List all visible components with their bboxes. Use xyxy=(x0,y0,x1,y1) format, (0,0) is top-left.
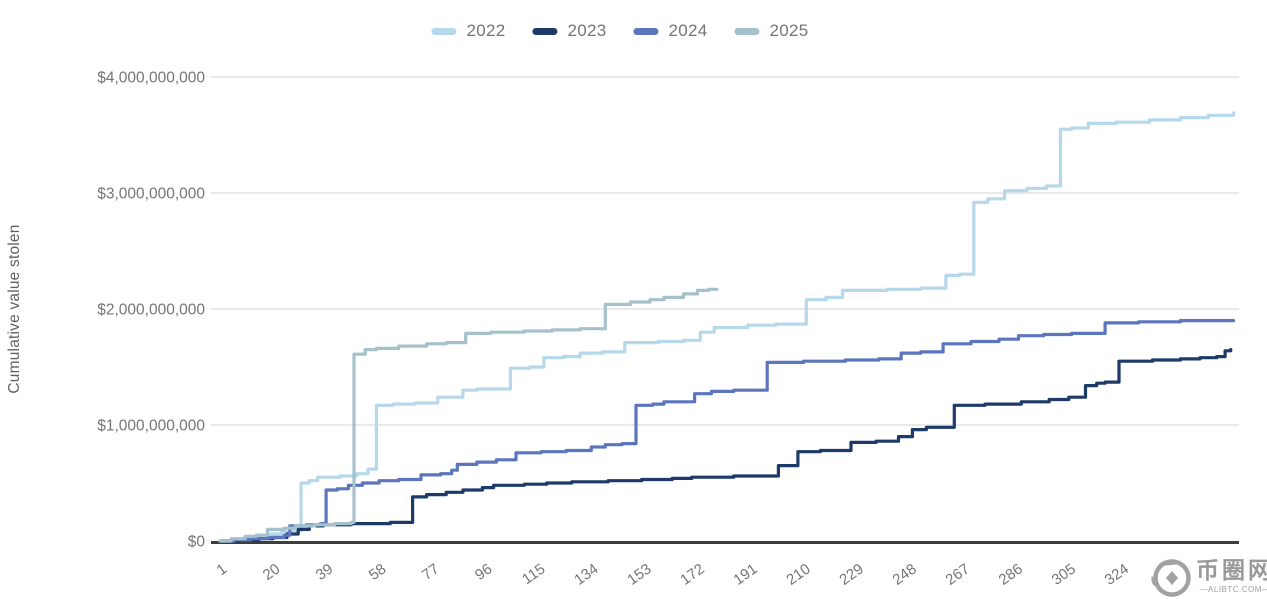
x-tick-label: 115 xyxy=(519,560,548,588)
x-tick-label: 324 xyxy=(1102,560,1132,588)
legend-item-2022: 2022 xyxy=(431,21,505,41)
x-tick-label: 77 xyxy=(419,560,442,583)
x-tick-label: 134 xyxy=(571,560,601,588)
series-lines xyxy=(218,111,1236,543)
legend-item-2025: 2025 xyxy=(734,21,809,41)
legend-swatch-2025 xyxy=(734,27,760,35)
x-axis-labels: 1 20 39 58 77 96 115 134 153 172 191 210 229 248 267 28… xyxy=(214,560,1238,588)
y-axis-title: Cumulative value stolen xyxy=(6,224,23,394)
y-tick-label: $2,000,000,000 xyxy=(97,302,205,319)
x-tick-label: 229 xyxy=(836,560,866,588)
legend-swatch-2024 xyxy=(633,27,659,35)
x-tick-label: 286 xyxy=(996,560,1026,588)
legend-label-2025: 2025 xyxy=(769,21,809,40)
x-tick-label: 172 xyxy=(677,560,707,588)
y-tick-label: $3,000,000,000 xyxy=(97,186,205,203)
y-tick-label: $0 xyxy=(188,534,206,551)
x-tick-label: 153 xyxy=(624,560,654,588)
y-axis-labels: $0 $1,000,000,000 $2,000,000,000 $3,000,000… xyxy=(97,70,205,551)
legend: 2022 2023 2024 2025 xyxy=(431,21,808,41)
x-tick-label: 58 xyxy=(366,560,389,583)
x-tick-label: 305 xyxy=(1049,560,1079,588)
series-line-2022 xyxy=(218,111,1236,543)
legend-label-2024: 2024 xyxy=(668,21,708,40)
x-tick-label: 191 xyxy=(730,560,760,588)
legend-swatch-2022 xyxy=(431,27,457,35)
watermark: 币圈网 —ALIBTC.COM— xyxy=(1148,548,1267,599)
legend-label-2023: 2023 xyxy=(567,21,607,40)
x-tick-label: 267 xyxy=(943,560,973,588)
legend-item-2023: 2023 xyxy=(532,21,606,41)
x-tick-label: 210 xyxy=(783,560,813,588)
y-tick-label: $4,000,000,000 xyxy=(97,70,205,87)
x-tick-label: 20 xyxy=(260,560,283,583)
watermark-text-block: 币圈网 —ALIBTC.COM— xyxy=(1196,557,1267,595)
watermark-domain: —ALIBTC.COM— xyxy=(1199,585,1267,594)
legend-label-2022: 2022 xyxy=(466,21,506,40)
x-tick-label: 39 xyxy=(313,560,336,583)
gridlines xyxy=(211,76,1239,426)
series-line-2025 xyxy=(218,287,719,543)
y-tick-label: $1,000,000,000 xyxy=(97,418,205,435)
series-line-2024 xyxy=(218,319,1236,543)
legend-swatch-2023 xyxy=(532,27,558,35)
watermark-logo-icon xyxy=(1151,558,1191,597)
watermark-site-name: 币圈网 xyxy=(1196,557,1267,583)
x-tick-label: 1 xyxy=(214,560,231,579)
x-tick-label: 96 xyxy=(472,560,495,583)
series-line-2023 xyxy=(218,348,1233,543)
legend-item-2024: 2024 xyxy=(633,21,708,41)
x-tick-label: 248 xyxy=(890,560,920,588)
